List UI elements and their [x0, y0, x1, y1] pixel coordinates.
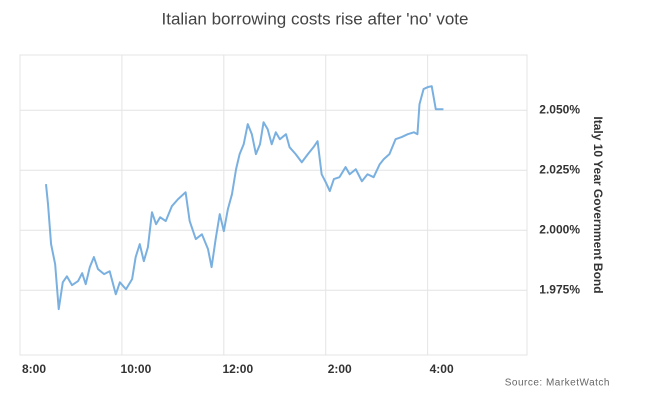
x-tick-label: 8:00 — [22, 362, 46, 376]
y-axis-label: Italy 10 Year Government Bond — [591, 116, 605, 293]
x-tick-label: 2:00 — [328, 362, 352, 376]
chart-title: Italian borrowing costs rise after 'no' … — [162, 9, 469, 28]
y-tick-label: 2.000% — [539, 222, 580, 236]
x-tick-label: 10:00 — [121, 362, 152, 376]
x-tick-label: 12:00 — [222, 362, 253, 376]
y-tick-label: 1.975% — [539, 282, 580, 296]
y-tick-label: 2.050% — [539, 102, 580, 116]
source: Source: MarketWatch — [505, 378, 610, 389]
y-tick-label: 2.025% — [539, 162, 580, 176]
x-tick-label: 4:00 — [430, 362, 454, 376]
line-series — [44, 85, 444, 311]
plot-frame — [19, 54, 528, 356]
